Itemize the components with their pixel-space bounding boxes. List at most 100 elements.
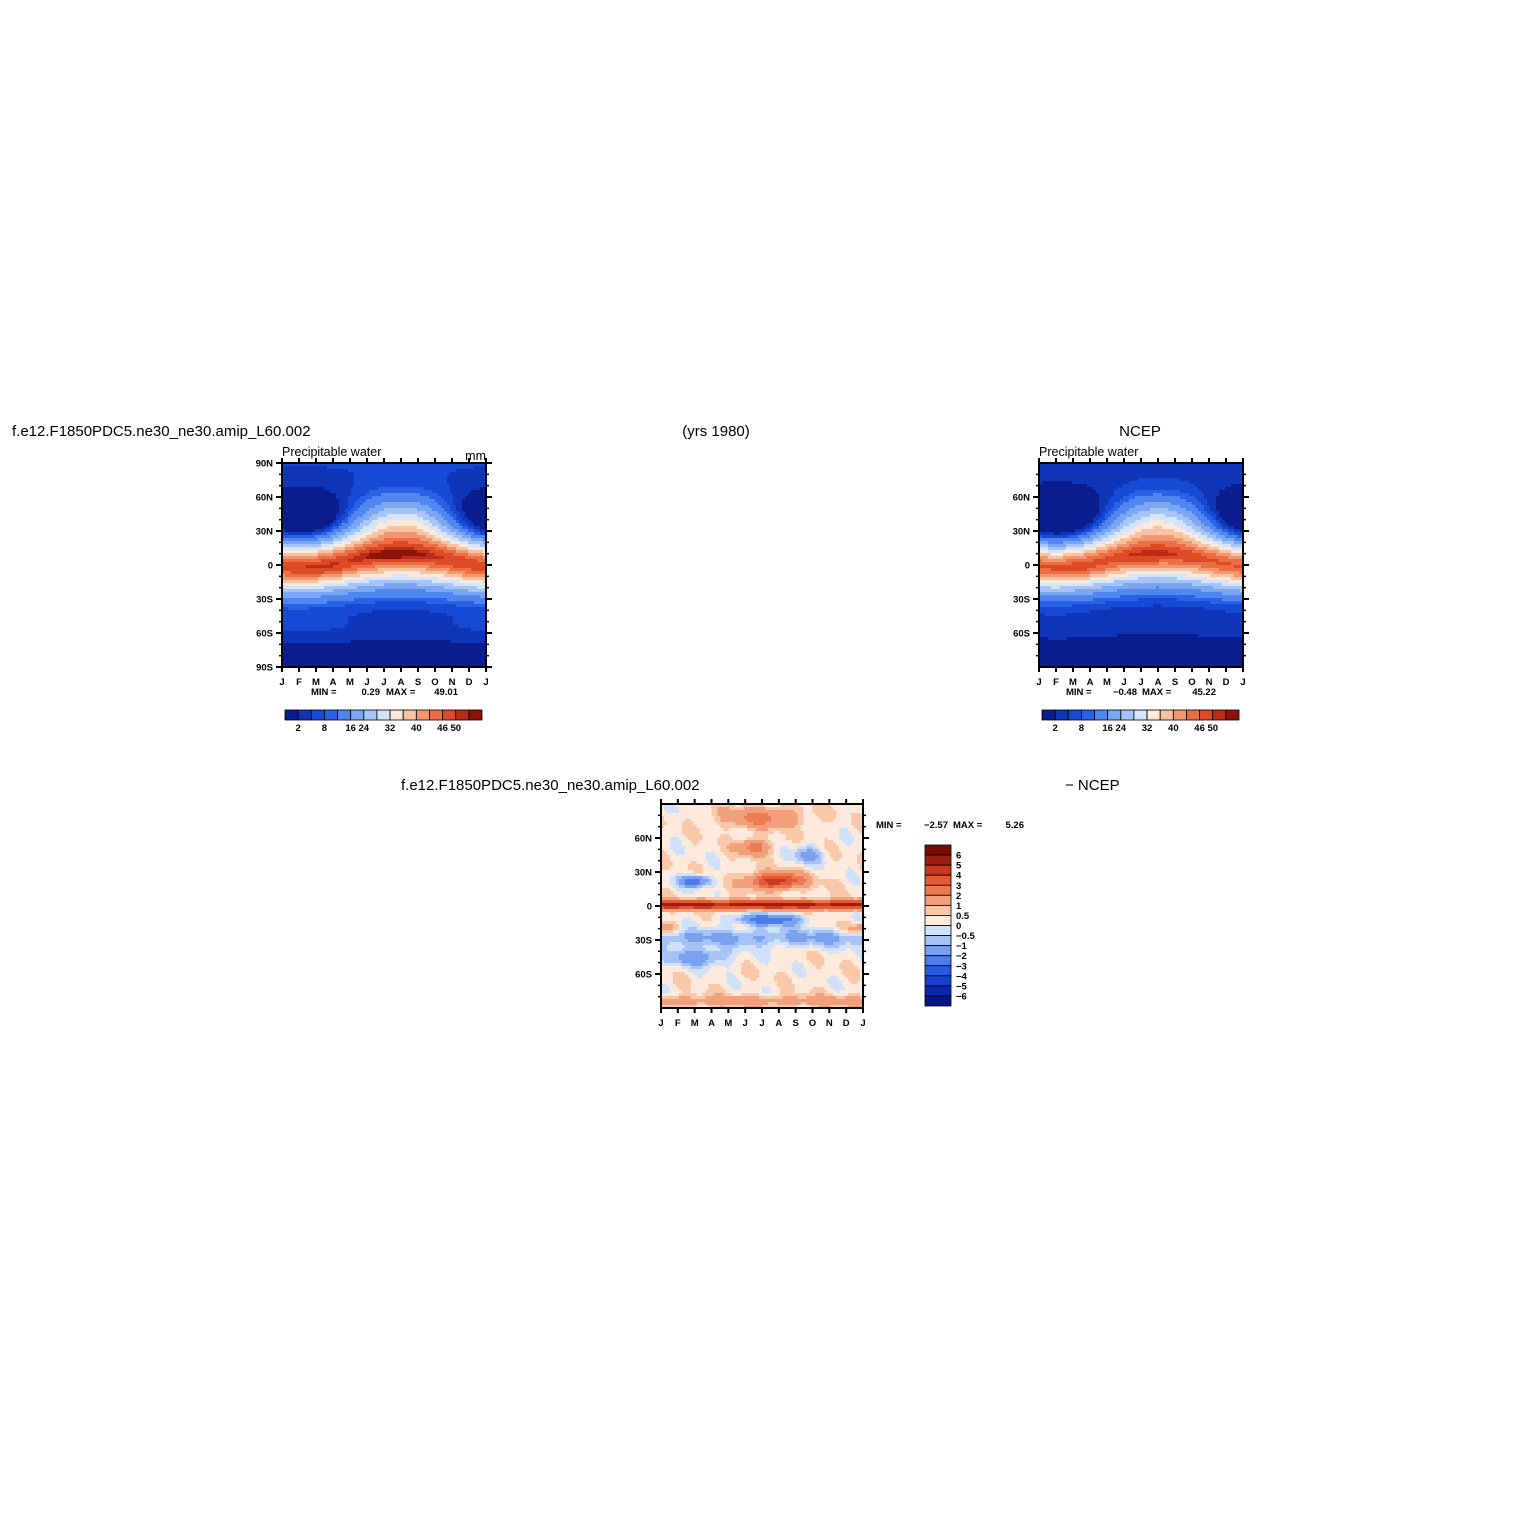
contour-cell [468, 505, 472, 509]
contour-cell [393, 658, 397, 662]
contour-cell [339, 622, 343, 626]
contour-cell [1039, 469, 1043, 473]
contour-cell [285, 517, 289, 521]
contour-cell [381, 466, 385, 470]
contour-cell [354, 574, 358, 578]
contour-cell [462, 493, 466, 497]
contour-cell [348, 487, 352, 491]
contour-cell [1123, 466, 1127, 470]
contour-cell [393, 646, 397, 650]
contour-cell [393, 514, 397, 518]
contour-cell [282, 547, 286, 551]
contour-cell [336, 526, 340, 530]
contour-cell [330, 490, 334, 494]
contour-cell [414, 622, 418, 626]
contour-cell [342, 628, 346, 632]
contour-cell [312, 541, 316, 545]
contour-cell [471, 658, 475, 662]
contour-cell [444, 580, 448, 584]
contour-cell [336, 502, 340, 506]
contour-cell [465, 553, 469, 557]
contour-cell [462, 505, 466, 509]
contour-cell [309, 664, 313, 668]
contour-cell [420, 553, 424, 557]
contour-cell [309, 505, 313, 509]
contour-cell [303, 661, 307, 665]
contour-cell [357, 622, 361, 626]
contour-cell [474, 571, 478, 575]
contour-cell [462, 598, 466, 602]
contour-cell [336, 484, 340, 488]
contour-cell [348, 583, 352, 587]
contour-cell [306, 571, 310, 575]
contour-cell [423, 595, 427, 599]
contour-cell [312, 571, 316, 575]
contour-cell [387, 523, 391, 527]
contour-cell [378, 502, 382, 506]
contour-cell [474, 541, 478, 545]
contour-cell [366, 550, 370, 554]
contour-cell [468, 646, 472, 650]
contour-cell [384, 511, 388, 515]
contour-cell [441, 466, 445, 470]
contour-cell [345, 628, 349, 632]
contour-cell [291, 607, 295, 611]
contour-cell [408, 505, 412, 509]
y-tick-label: 90S [256, 663, 273, 674]
contour-cell [288, 622, 292, 626]
contour-cell [324, 634, 328, 638]
contour-cell [477, 616, 481, 620]
contour-cell [384, 622, 388, 626]
contour-cell [1048, 466, 1052, 470]
contour-cell [468, 538, 472, 542]
contour-cell [405, 472, 409, 476]
contour-cell [327, 571, 331, 575]
contour-cell [471, 562, 475, 566]
contour-cell [375, 652, 379, 656]
contour-cell [450, 550, 454, 554]
contour-cell [393, 601, 397, 605]
contour-cell [336, 478, 340, 482]
contour-cell [417, 640, 421, 644]
contour-cell [330, 583, 334, 587]
contour-cell [450, 538, 454, 542]
contour-cell [345, 595, 349, 599]
contour-cell [1060, 472, 1064, 476]
contour-cell [324, 643, 328, 647]
contour-cell [462, 499, 466, 503]
contour-cell [471, 637, 475, 641]
contour-cell [318, 535, 322, 539]
panel2-title: Precipitable water [1039, 445, 1138, 459]
contour-cell [441, 529, 445, 533]
contour-cell [327, 598, 331, 602]
contour-cell [342, 538, 346, 542]
contour-cell [339, 520, 343, 524]
contour-cell [309, 637, 313, 641]
contour-cell [372, 664, 376, 668]
x-tick-label: J [279, 677, 284, 688]
contour-cell [459, 466, 463, 470]
contour-cell [378, 604, 382, 608]
contour-cell [411, 475, 415, 479]
contour-cell [462, 625, 466, 629]
contour-cell [336, 535, 340, 539]
contour-cell [372, 484, 376, 488]
contour-cell [282, 472, 286, 476]
contour-cell [1123, 469, 1127, 473]
contour-cell [342, 472, 346, 476]
contour-cell [282, 598, 286, 602]
contour-cell [288, 550, 292, 554]
contour-cell [303, 601, 307, 605]
contour-cell [294, 622, 298, 626]
contour-cell [345, 520, 349, 524]
contour-cell [471, 649, 475, 653]
contour-cell [366, 544, 370, 548]
contour-cell [291, 577, 295, 581]
contour-cell [1186, 463, 1190, 467]
contour-cell [324, 472, 328, 476]
contour-cell [321, 547, 325, 551]
contour-cell [330, 574, 334, 578]
contour-cell [366, 583, 370, 587]
contour-cell [438, 484, 442, 488]
contour-cell [441, 595, 445, 599]
